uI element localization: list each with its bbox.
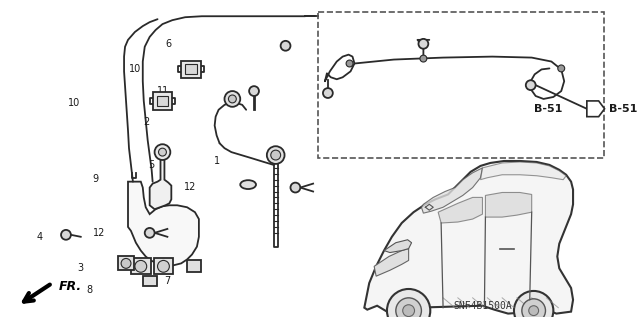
Bar: [154, 258, 173, 274]
Text: 3: 3: [77, 263, 84, 273]
Bar: [187, 260, 201, 272]
Bar: [185, 64, 197, 74]
Bar: [143, 276, 157, 286]
Polygon shape: [438, 197, 483, 223]
Text: 1: 1: [214, 156, 220, 166]
Polygon shape: [374, 249, 408, 276]
Circle shape: [225, 91, 240, 107]
Circle shape: [61, 230, 71, 240]
Circle shape: [249, 86, 259, 96]
Circle shape: [396, 298, 421, 319]
Polygon shape: [364, 161, 573, 314]
Polygon shape: [421, 168, 483, 213]
Text: 11: 11: [156, 86, 169, 96]
Text: 2: 2: [144, 117, 150, 127]
Circle shape: [529, 306, 539, 315]
Circle shape: [228, 95, 236, 103]
Text: 10: 10: [129, 64, 141, 74]
Text: 5: 5: [148, 160, 154, 170]
Polygon shape: [485, 192, 532, 217]
Bar: [152, 92, 172, 110]
Text: 8: 8: [86, 286, 93, 295]
Circle shape: [121, 258, 131, 268]
Circle shape: [271, 150, 280, 160]
Bar: [118, 256, 134, 270]
Circle shape: [419, 39, 428, 49]
Circle shape: [280, 41, 291, 51]
Text: 9: 9: [93, 174, 99, 184]
Circle shape: [346, 60, 353, 67]
Circle shape: [155, 144, 170, 160]
Circle shape: [323, 88, 333, 98]
Text: B-51: B-51: [609, 104, 637, 114]
Bar: [318, 12, 604, 158]
Circle shape: [526, 80, 536, 90]
Circle shape: [267, 146, 285, 164]
Circle shape: [291, 183, 300, 192]
Polygon shape: [587, 101, 605, 117]
Circle shape: [514, 291, 554, 319]
Text: SNF4B1500A: SNF4B1500A: [453, 301, 512, 311]
Polygon shape: [150, 158, 172, 209]
Circle shape: [420, 55, 427, 62]
Circle shape: [135, 260, 147, 272]
Bar: [181, 61, 201, 78]
Text: 6: 6: [166, 39, 172, 49]
Ellipse shape: [240, 180, 256, 189]
Text: 12: 12: [93, 228, 105, 238]
Text: 4: 4: [36, 233, 43, 242]
Circle shape: [159, 148, 166, 156]
Bar: [131, 258, 150, 274]
Text: 12: 12: [184, 182, 196, 192]
Circle shape: [558, 65, 564, 72]
Text: 7: 7: [164, 276, 170, 286]
Polygon shape: [384, 240, 412, 253]
Text: 10: 10: [68, 98, 81, 108]
Polygon shape: [481, 162, 566, 180]
Bar: [157, 96, 168, 106]
Circle shape: [145, 228, 155, 238]
Circle shape: [387, 289, 430, 319]
Circle shape: [522, 299, 545, 319]
Circle shape: [403, 305, 415, 316]
Text: FR.: FR.: [59, 280, 82, 293]
Circle shape: [157, 260, 170, 272]
Text: B-51: B-51: [534, 104, 562, 114]
Polygon shape: [128, 182, 199, 265]
